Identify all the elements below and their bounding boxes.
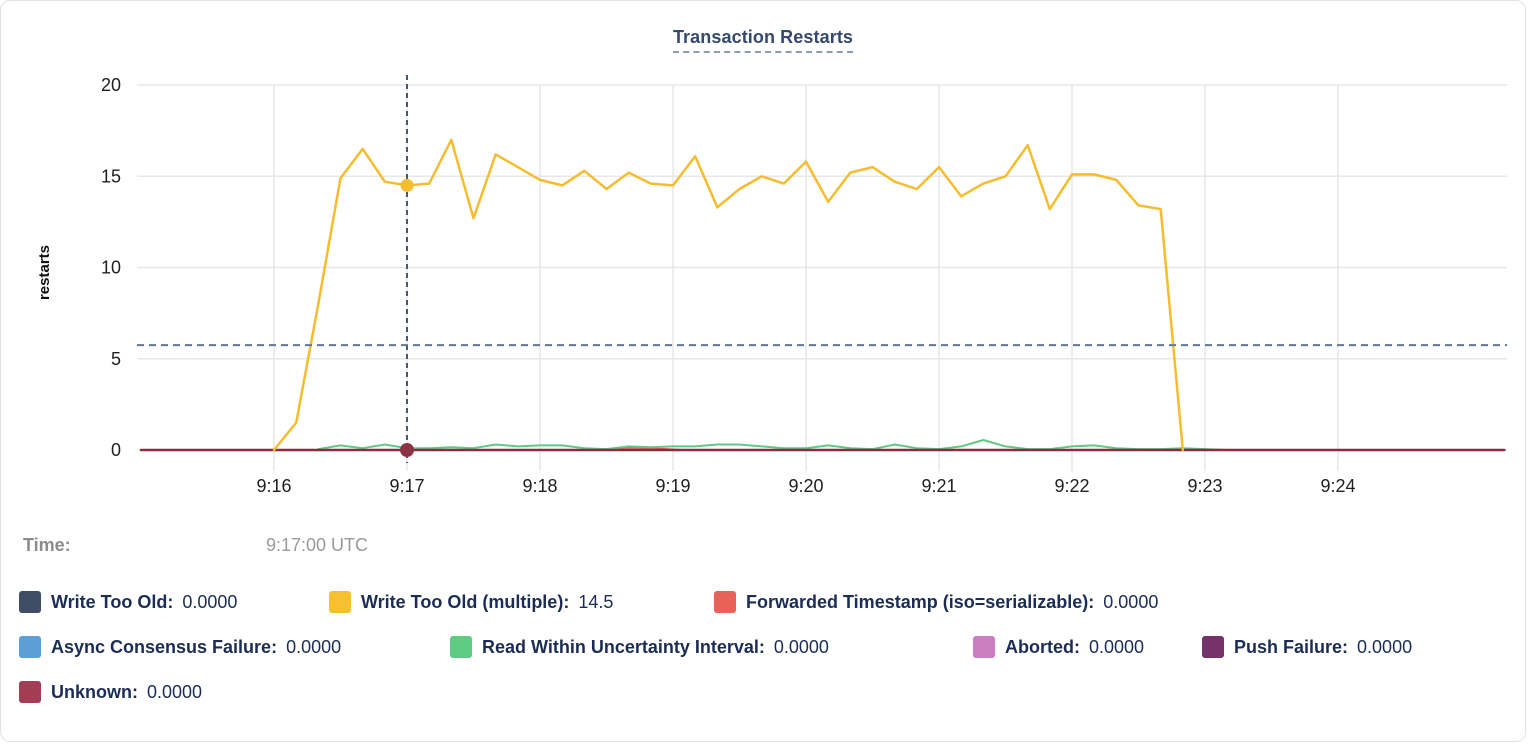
legend-label: Read Within Uncertainty Interval: <box>482 636 765 657</box>
hover-point <box>400 443 414 457</box>
legend-color-swatch <box>973 636 995 658</box>
y-axis-label: restarts <box>36 245 53 300</box>
legend-value: 0.0000 <box>286 636 342 657</box>
time-value: 9:17:00 UTC <box>266 535 369 555</box>
legend-color-swatch <box>19 591 41 613</box>
legend-color-swatch <box>1202 636 1224 658</box>
legend-label: Async Consensus Failure: <box>51 636 278 657</box>
legend-item: Push Failure: 0.0000 <box>1202 636 1412 658</box>
legend-item: Forwarded Timestamp (iso=serializable): 0… <box>714 591 1158 613</box>
legend-value: 0.0000 <box>773 636 829 657</box>
legend-value: 0.0000 <box>1089 636 1145 657</box>
chart-header: Transaction Restarts <box>1 27 1525 53</box>
legend-color-swatch <box>450 636 472 658</box>
time-label: Time: <box>23 535 71 555</box>
y-tick-label: 0 <box>111 440 121 460</box>
legend-item: Aborted: 0.0000 <box>973 636 1202 658</box>
x-tick-label: 9:18 <box>522 476 557 496</box>
tooltip-time-row: Time: 9:17:00 UTC <box>1 535 1525 563</box>
legend-color-swatch <box>714 591 736 613</box>
legend-color-swatch <box>19 636 41 658</box>
legend-value: 0.0000 <box>1357 636 1413 657</box>
y-tick-label: 10 <box>101 258 121 278</box>
legend-item: Async Consensus Failure: 0.0000 <box>19 636 450 658</box>
x-tick-label: 9:24 <box>1320 476 1355 496</box>
legend-label: Forwarded Timestamp (iso=serializable): <box>746 591 1095 612</box>
series-line <box>317 439 1229 451</box>
x-tick-label: 9:20 <box>788 476 823 496</box>
series-line <box>272 138 1185 452</box>
legend-value: 0.0000 <box>147 681 203 702</box>
legend-row: Async Consensus Failure: 0.0000 Read Withi… <box>19 634 1412 660</box>
legend-row: Unknown: 0.0000 <box>19 679 202 705</box>
legend-label: Write Too Old: <box>51 591 174 612</box>
legend-label: Aborted: <box>1005 636 1080 657</box>
legend-item: Write Too Old (multiple): 14.5 <box>329 591 714 613</box>
legend-item: Unknown: 0.0000 <box>19 681 202 703</box>
legend-value: 0.0000 <box>182 591 238 612</box>
y-tick-label: 20 <box>101 75 121 95</box>
legend-value: 14.5 <box>578 591 614 612</box>
legend-item: Write Too Old: 0.0000 <box>19 591 329 613</box>
x-tick-label: 9:16 <box>256 476 291 496</box>
legend-color-swatch <box>329 591 351 613</box>
x-tick-label: 9:22 <box>1054 476 1089 496</box>
transaction-restarts-chart[interactable]: 0 5 10 15 20 9:16 9:17 9:18 9:19 9:20 9:21 9:22 9:23… <box>1 1 1526 517</box>
legend-label: Write Too Old (multiple): <box>361 591 570 612</box>
legend-value: 0.0000 <box>1103 591 1159 612</box>
x-tick-label: 9:23 <box>1187 476 1222 496</box>
chart-title[interactable]: Transaction Restarts <box>672 27 854 53</box>
legend-label: Push Failure: <box>1234 636 1349 657</box>
legend-item: Read Within Uncertainty Interval: 0.0000 <box>450 636 973 658</box>
x-tick-label: 9:21 <box>921 476 956 496</box>
y-tick-label: 15 <box>101 166 121 186</box>
legend-row: Write Too Old: 0.0000 Write Too Old (multi… <box>19 589 1158 615</box>
hover-point <box>400 178 414 192</box>
legend-color-swatch <box>19 681 41 703</box>
x-tick-label: 9:17 <box>389 476 424 496</box>
y-tick-label: 5 <box>111 349 121 369</box>
legend-label: Unknown: <box>51 681 138 702</box>
x-tick-label: 9:19 <box>655 476 690 496</box>
